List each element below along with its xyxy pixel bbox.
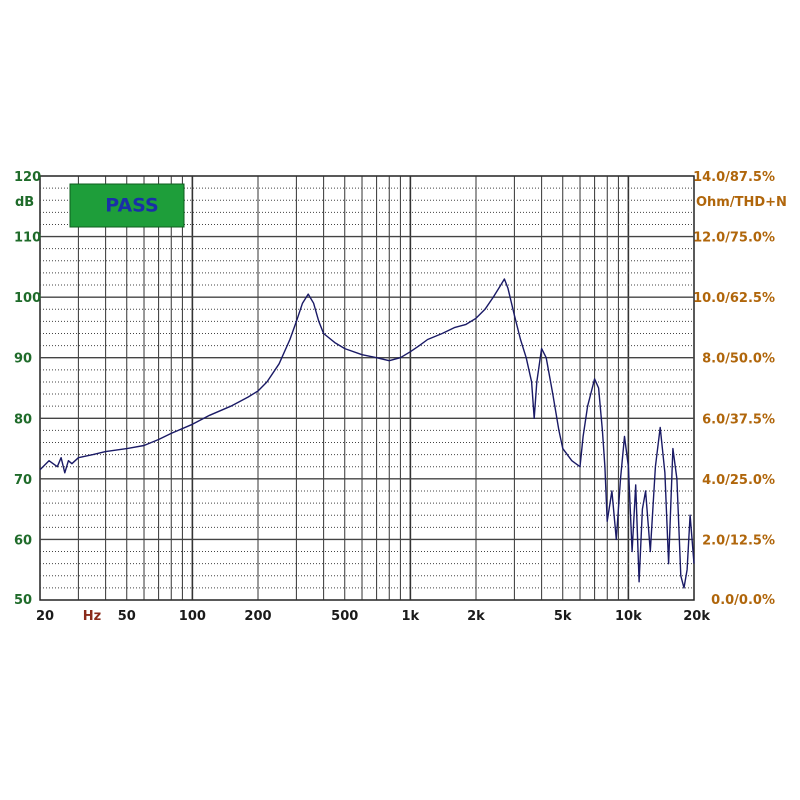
x-tick-label: 100 xyxy=(179,609,206,624)
right-axis-ticks: 14.0/87.5% 12.0/75.0% 10.0/62.5% 8.0/50.0% 6… xyxy=(693,170,775,608)
left-tick-label: 60 xyxy=(14,533,32,548)
x-tick-label: 10k xyxy=(615,609,642,624)
pass-badge: PASS xyxy=(69,183,185,228)
right-tick-label: 4.0/25.0% xyxy=(702,473,775,488)
left-tick-label: 90 xyxy=(14,352,32,367)
x-tick-label: 50 xyxy=(118,609,136,624)
left-tick-label: 80 xyxy=(14,412,32,427)
left-tick-label: 110 xyxy=(14,231,41,246)
right-tick-label: 8.0/50.0% xyxy=(702,352,775,367)
pass-badge-box xyxy=(69,183,185,228)
right-tick-label: 10.0/62.5% xyxy=(693,291,775,306)
left-axis-ticks: 120 110 100 90 80 70 60 50 xyxy=(14,170,41,608)
plot-area xyxy=(39,175,695,601)
x-axis-unit: Hz xyxy=(83,609,101,624)
left-tick-label: 70 xyxy=(14,473,32,488)
left-axis-unit: dB xyxy=(15,195,34,210)
x-tick-label: 1k xyxy=(402,609,420,624)
pass-badge-label: PASS xyxy=(105,195,158,217)
series-layer xyxy=(39,278,695,589)
x-tick-label: 500 xyxy=(331,609,358,624)
right-tick-label: 12.0/75.0% xyxy=(693,231,775,246)
right-axis-unit: Ohm/THD+N xyxy=(696,195,787,210)
right-tick-label: 0.0/0.0% xyxy=(711,593,775,608)
right-tick-label: 6.0/37.5% xyxy=(702,412,775,427)
right-tick-label: 2.0/12.5% xyxy=(702,533,775,548)
x-tick-label: 2k xyxy=(467,609,485,624)
x-tick-label: 20k xyxy=(683,609,710,624)
left-tick-label: 50 xyxy=(14,593,32,608)
left-tick-label: 120 xyxy=(14,170,41,185)
response-curve xyxy=(39,278,695,589)
right-tick-label: 14.0/87.5% xyxy=(693,170,775,185)
grid xyxy=(40,176,694,600)
x-axis-ticks: 20 50 100 200 500 1k 2k 5k 10k 20k xyxy=(36,609,710,624)
left-tick-label: 100 xyxy=(14,291,41,306)
x-tick-label: 200 xyxy=(244,609,271,624)
x-tick-label: 5k xyxy=(554,609,572,624)
x-tick-label: 20 xyxy=(36,609,54,624)
